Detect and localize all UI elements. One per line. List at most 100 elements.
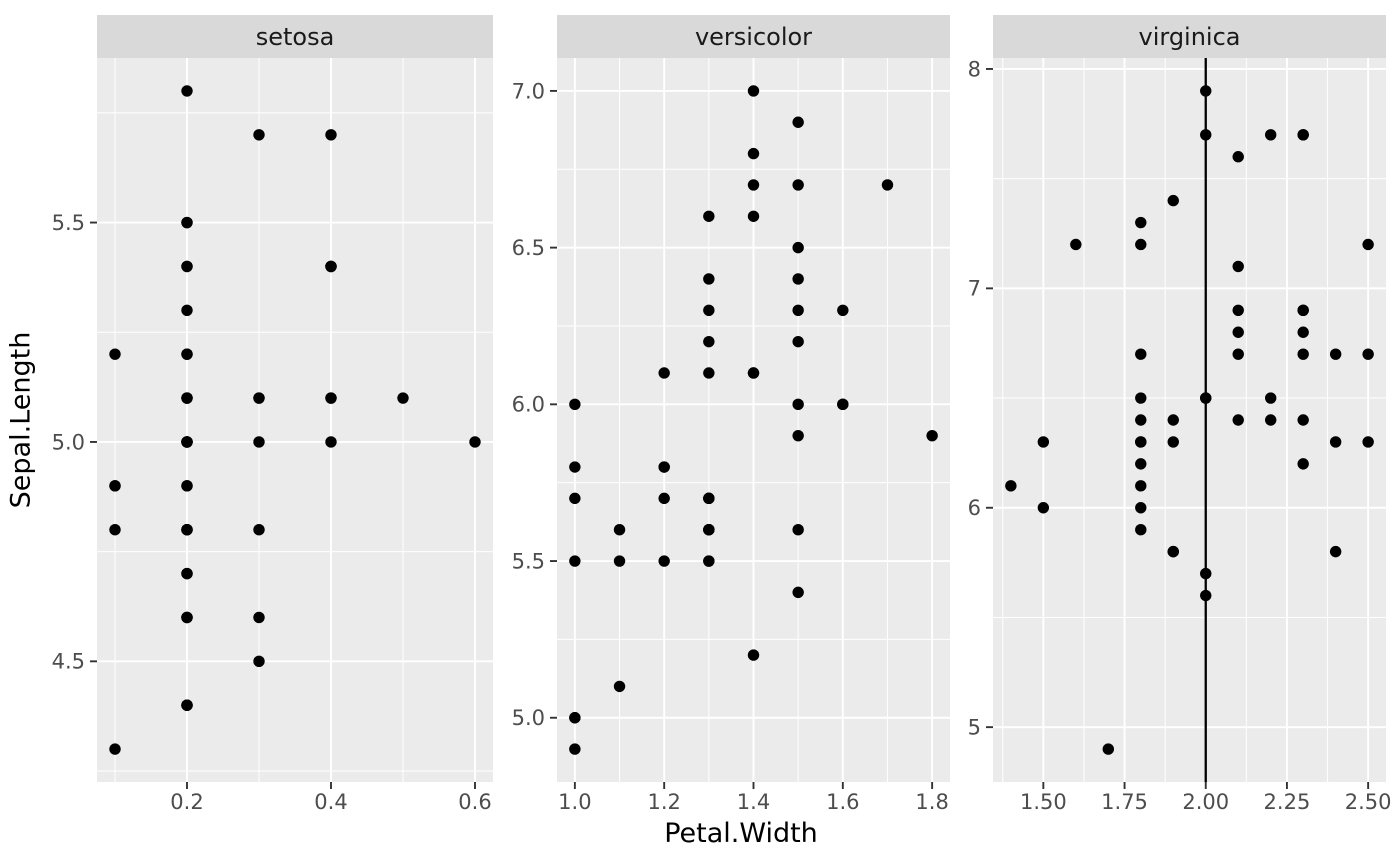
data-point [747,147,760,160]
data-point [1070,238,1082,251]
data-point [658,555,670,567]
data-point [569,555,581,567]
y-tick-label: 4.5 [52,650,85,674]
data-point [1264,129,1277,141]
data-point [1297,304,1309,317]
data-point [1297,458,1309,470]
data-point [469,436,481,448]
data-point [181,216,193,229]
data-point [569,398,581,411]
y-tick-label: 6.0 [512,393,545,417]
data-point [1297,348,1309,360]
data-point [837,304,849,317]
data-point [1200,129,1212,141]
data-point [792,179,804,191]
data-point [181,348,193,360]
data-point [1264,392,1277,404]
x-tick-label: 1.4 [737,790,770,814]
y-tick-label: 5.5 [512,549,545,573]
data-point [792,398,804,411]
facet-strip-label: setosa [256,23,335,51]
data-point [569,712,581,724]
data-point [1135,458,1147,470]
data-point [658,367,670,379]
y-tick-label: 6 [968,496,981,520]
data-point [1232,326,1244,338]
x-tick-label: 1.0 [558,790,591,814]
data-point [1167,414,1179,426]
data-point [1297,326,1309,338]
data-point [1135,436,1147,448]
data-point [569,461,581,473]
facet-strip [993,15,1386,58]
data-point [1135,480,1147,492]
data-point [792,304,804,317]
data-point [703,210,715,222]
facet-strip-label: versicolor [695,23,812,51]
data-point [1135,414,1147,426]
data-point [181,392,193,404]
data-point [747,210,760,222]
data-point [397,392,409,404]
x-axis-title: Petal.Width [664,818,818,849]
x-tick-label: 0.6 [458,790,491,814]
data-point [181,611,193,624]
y-tick-label: 8 [968,57,981,81]
y-axis-title: Sepal.Length [5,331,37,509]
data-point [253,523,265,536]
data-point [1362,348,1374,360]
data-point [1232,260,1244,273]
panel-versicolor: versicolor 1.0 1.2 1.4 1.6 1.8 5.0 5.5 6.0 6.5 7.0 [512,15,950,814]
data-point [325,392,337,404]
data-point [792,241,804,254]
data-point [181,480,193,492]
data-point [1167,436,1179,448]
data-point [253,655,265,668]
data-point [1135,502,1147,514]
x-tick-label: 1.8 [915,790,948,814]
y-tick-label: 5.0 [512,706,545,730]
data-point [792,429,804,442]
data-point [703,492,715,505]
data-point [613,680,626,693]
panel-background [97,58,493,782]
data-point [1167,545,1179,558]
data-point [1135,348,1147,360]
data-point [181,85,193,97]
data-point [1264,414,1277,426]
data-point [1200,85,1212,97]
data-point [747,649,760,661]
data-point [1135,238,1147,251]
data-point [1329,436,1342,448]
data-point [658,461,670,473]
data-point [881,179,894,191]
data-point [1297,129,1309,141]
y-tick-label: 5.5 [52,211,85,235]
data-point [613,555,626,567]
data-point [253,392,265,404]
facet-strip [557,15,950,58]
data-point [1102,743,1115,755]
data-point [1297,414,1309,426]
data-point [1232,348,1244,360]
data-point [747,367,760,379]
data-point [1200,567,1212,580]
data-point [658,492,670,505]
data-point [1135,392,1147,404]
data-point [181,304,193,317]
data-point [253,611,265,624]
data-point [926,429,938,442]
data-point [703,555,715,567]
data-point [1005,480,1017,492]
y-tick-label: 6.5 [512,236,545,260]
data-point [109,523,121,536]
data-point [837,398,849,411]
data-point [253,436,265,448]
data-point [181,260,193,273]
data-point [1329,545,1342,558]
data-point [792,273,804,285]
data-point [792,116,804,128]
y-tick-label: 7 [968,277,981,301]
data-point [1232,151,1244,163]
